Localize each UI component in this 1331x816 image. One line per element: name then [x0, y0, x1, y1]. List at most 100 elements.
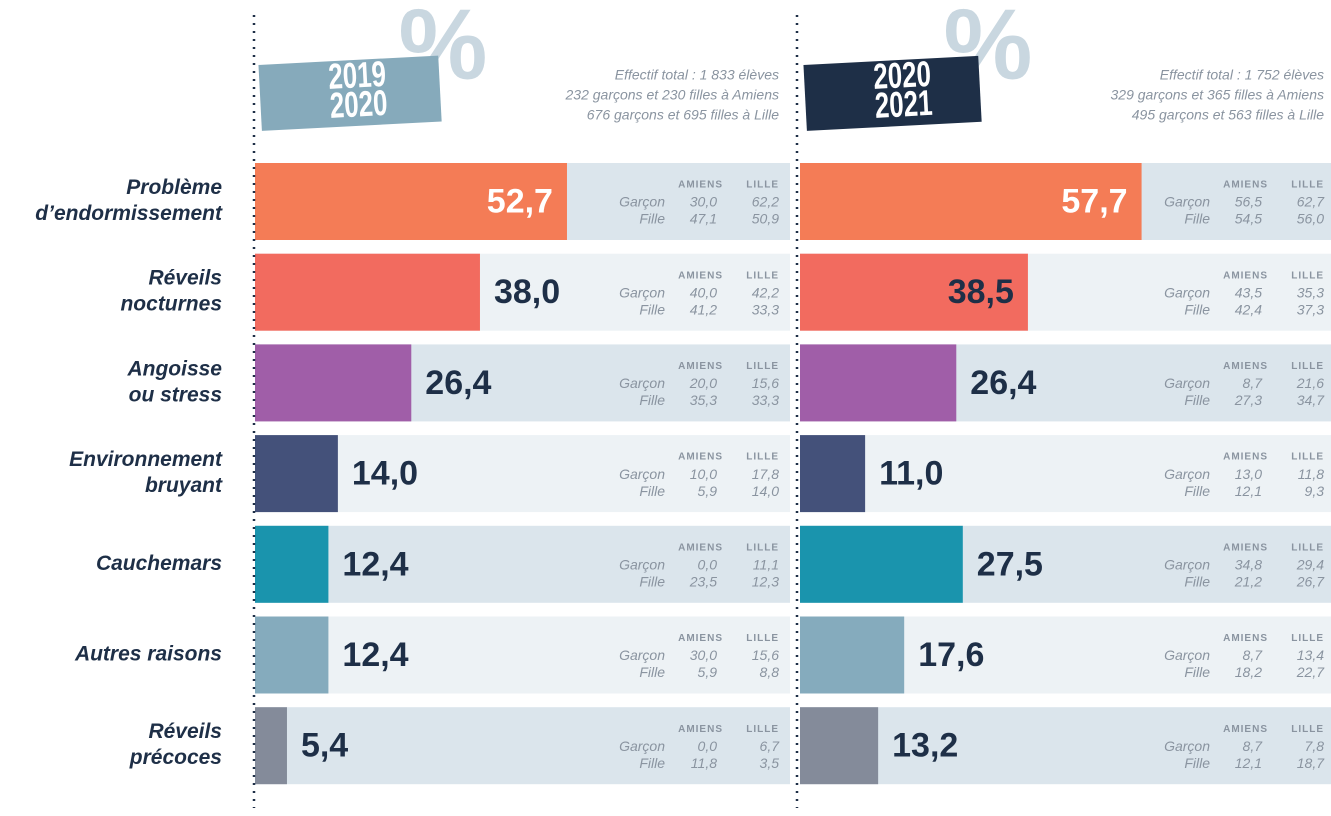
header-note: Effectif total : 1 752 élèves	[1160, 67, 1324, 83]
table-cell: 0,0	[698, 557, 718, 573]
table-header: LILLE	[746, 361, 779, 372]
row-background	[255, 525, 790, 603]
table-cell: 18,7	[1297, 755, 1325, 771]
table-header: AMIENS	[1223, 270, 1268, 281]
table-cell: 42,2	[752, 284, 779, 300]
table-cell: 34,7	[1297, 392, 1325, 408]
value-label: 26,4	[425, 364, 491, 402]
value-label: 5,4	[301, 727, 348, 765]
table-row-label: Garçon	[619, 284, 665, 300]
period-label: 2019	[327, 54, 387, 97]
table-row-label: Fille	[1184, 483, 1210, 499]
table-cell: 35,3	[1297, 284, 1324, 300]
table-cell: 29,4	[1296, 557, 1324, 573]
table-cell: 15,6	[752, 375, 779, 391]
header-note: 676 garçons et 695 filles à Lille	[587, 107, 779, 123]
table-header: AMIENS	[1223, 452, 1268, 463]
table-header: AMIENS	[678, 270, 723, 281]
table-header: AMIENS	[1223, 361, 1268, 372]
table-row-label: Garçon	[1164, 194, 1210, 210]
table-cell: 34,8	[1235, 557, 1262, 573]
table-row-label: Fille	[1184, 392, 1210, 408]
row-background	[800, 435, 1331, 513]
table-cell: 33,3	[752, 301, 779, 317]
period-label: 2020	[872, 54, 932, 97]
table-header: LILLE	[1291, 452, 1324, 463]
table-header: AMIENS	[1223, 724, 1268, 735]
bar	[800, 163, 1142, 240]
table-header: AMIENS	[1223, 633, 1268, 644]
table-header: LILLE	[1291, 633, 1324, 644]
table-header: AMIENS	[678, 180, 723, 191]
category-label: bruyant	[145, 474, 223, 497]
table-row-label: Fille	[639, 392, 665, 408]
table-cell: 12,1	[1235, 755, 1262, 771]
bar	[800, 525, 963, 603]
table-cell: 8,7	[1243, 647, 1264, 663]
table-row-label: Fille	[639, 574, 665, 590]
value-label: 12,4	[342, 545, 408, 583]
table-cell: 21,6	[1296, 375, 1324, 391]
table-header: LILLE	[746, 180, 779, 191]
table-cell: 47,1	[690, 211, 717, 227]
table-cell: 27,3	[1234, 392, 1262, 408]
table-header: AMIENS	[678, 452, 723, 463]
table-header: LILLE	[1291, 180, 1324, 191]
row-background	[255, 616, 790, 694]
table-cell: 8,7	[1243, 375, 1264, 391]
value-label: 12,4	[342, 636, 408, 674]
table-cell: 13,0	[1235, 466, 1262, 482]
header-note: Effectif total : 1 833 élèves	[615, 67, 779, 83]
table-cell: 7,8	[1305, 738, 1325, 754]
table-row-label: Garçon	[1164, 284, 1210, 300]
table-cell: 41,2	[690, 301, 717, 317]
value-label: 13,2	[892, 727, 958, 765]
table-row-label: Garçon	[1164, 466, 1210, 482]
table-row-label: Fille	[639, 664, 665, 680]
table-row-label: Fille	[639, 211, 665, 227]
table-cell: 0,0	[698, 738, 718, 754]
table-cell: 54,5	[1235, 211, 1262, 227]
table-cell: 9,3	[1305, 483, 1325, 499]
category-label: Cauchemars	[96, 552, 222, 575]
table-cell: 56,0	[1297, 211, 1324, 227]
value-label: 38,5	[948, 273, 1014, 311]
value-label: 38,0	[494, 273, 560, 311]
table-row-label: Garçon	[1164, 557, 1210, 573]
table-cell: 15,6	[752, 647, 779, 663]
table-cell: 3,5	[760, 755, 780, 771]
row-background	[800, 707, 1331, 785]
table-cell: 17,8	[752, 466, 779, 482]
table-cell: 8,7	[1243, 738, 1264, 754]
table-header: LILLE	[1291, 361, 1324, 372]
table-cell: 18,2	[1235, 664, 1262, 680]
table-cell: 10,0	[690, 466, 717, 482]
table-cell: 30,0	[690, 647, 717, 663]
table-cell: 33,3	[752, 392, 779, 408]
bar	[255, 344, 412, 422]
header-note: 232 garçons et 230 filles à Amiens	[565, 87, 780, 103]
table-row-label: Garçon	[619, 375, 665, 391]
table-cell: 40,0	[690, 284, 717, 300]
value-label: 11,0	[879, 455, 943, 493]
bar	[800, 253, 1028, 331]
table-row-label: Garçon	[1164, 375, 1210, 391]
table-cell: 14,0	[752, 483, 779, 499]
value-label: 26,4	[970, 364, 1036, 402]
table-row-label: Fille	[1184, 211, 1210, 227]
table-header: LILLE	[746, 270, 779, 281]
table-row-label: Garçon	[619, 466, 665, 482]
bar	[255, 163, 567, 240]
category-label: nocturnes	[120, 293, 222, 316]
table-cell: 11,8	[1298, 466, 1324, 482]
bar	[800, 435, 866, 513]
value-label: 17,6	[918, 636, 984, 674]
table-row-label: Garçon	[619, 738, 665, 754]
table-header: LILLE	[746, 542, 779, 553]
table-header: AMIENS	[1223, 542, 1268, 553]
table-row-label: Fille	[639, 483, 665, 499]
bar	[255, 707, 287, 785]
table-cell: 12,1	[1235, 483, 1262, 499]
